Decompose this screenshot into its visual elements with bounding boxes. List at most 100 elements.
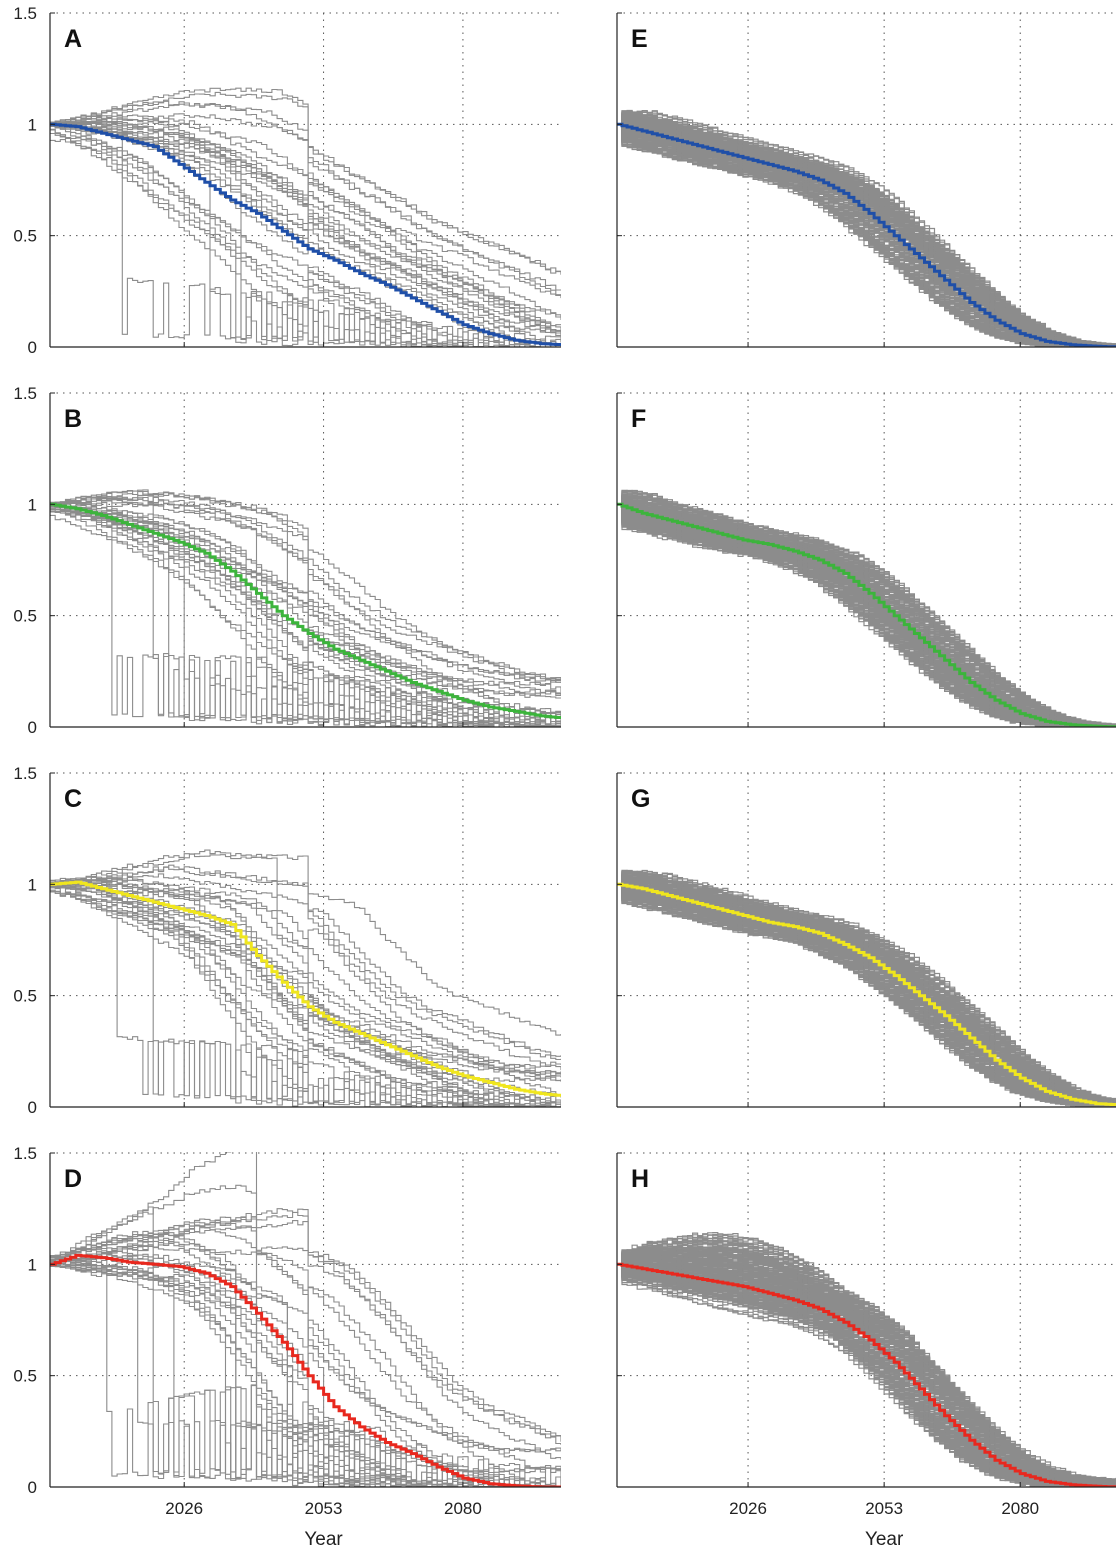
ensemble-run [50, 1256, 561, 1487]
ensemble-run [50, 884, 561, 1068]
ensemble-run [617, 489, 1116, 727]
mean-series-line [50, 122, 561, 346]
grid [617, 392, 1116, 727]
y-tick-label: 1.5 [13, 4, 37, 23]
y-tick-label: 0.5 [13, 607, 37, 626]
ensemble-run [50, 490, 561, 682]
ensemble-run [50, 504, 561, 727]
ensemble-run [50, 884, 561, 1107]
ensemble-run [617, 110, 1116, 347]
ensemble-run [50, 504, 561, 727]
ensemble-run [50, 501, 561, 727]
ensemble-run [50, 124, 561, 347]
ensemble-run [50, 884, 561, 1107]
ensemble-run [50, 1255, 561, 1487]
ensemble-run [50, 124, 561, 347]
ensemble-run [50, 504, 561, 727]
ensemble-run [50, 504, 561, 727]
panel-label: E [631, 25, 648, 53]
ensemble-run [617, 1254, 1116, 1487]
ensemble-run [617, 1260, 1116, 1487]
ensemble-run [50, 123, 561, 342]
ensemble-run [617, 1261, 1116, 1484]
panel-h: 2026 2053 2080 Year H [616, 1152, 1116, 1549]
x-axis-label: Year [865, 1529, 904, 1549]
panel-label: C [64, 785, 82, 813]
ensemble-run [50, 124, 561, 347]
ensemble-run [50, 864, 561, 1057]
ensemble-run [50, 849, 561, 1036]
ensemble-runs [617, 1232, 1116, 1487]
ensemble-run [50, 489, 561, 682]
ensemble-run [617, 1253, 1116, 1487]
ensemble-run [50, 1252, 561, 1473]
grid [617, 12, 1116, 347]
ensemble-runs [50, 1152, 561, 1487]
mean-series-line [50, 502, 561, 719]
y-tick-label: 1 [28, 1255, 37, 1274]
ensemble-run [50, 503, 561, 727]
mean-series-line [617, 502, 1116, 727]
panel-c: 0 0.5 1 1.5 C [13, 764, 561, 1117]
y-tick-label: 1.5 [13, 1144, 37, 1163]
ensemble-run [617, 1263, 1116, 1487]
ensemble-run [617, 1254, 1116, 1485]
ensemble-runs [617, 869, 1116, 1107]
y-tick-label: 1.5 [13, 764, 37, 783]
ensemble-run [50, 876, 561, 1082]
x-tick-label: 2080 [444, 1499, 482, 1518]
ensemble-run [50, 1222, 561, 1487]
ensemble-run [50, 492, 561, 727]
ensemble-run [50, 1208, 561, 1442]
panel-label: G [631, 785, 650, 813]
panel-g: G [616, 772, 1116, 1108]
mean-series-line [617, 882, 1116, 1106]
panel-f: F [616, 392, 1116, 728]
ensemble-run [50, 495, 561, 683]
ensemble-run [617, 493, 1116, 727]
ensemble-run [50, 122, 561, 347]
ensemble-run [50, 1256, 561, 1487]
ensemble-run [617, 1253, 1116, 1487]
ensemble-run [50, 122, 561, 347]
panel-label: F [631, 405, 646, 433]
ensemble-run [50, 496, 561, 693]
grid [50, 1152, 561, 1487]
ensemble-run [50, 884, 561, 1107]
ensemble-run [50, 1152, 561, 1460]
ensemble-run [50, 882, 561, 1107]
ensemble-run [617, 123, 1116, 347]
grid [50, 12, 561, 347]
ensemble-run [617, 1262, 1116, 1487]
panel-label: D [64, 1165, 82, 1193]
ensemble-run [50, 882, 561, 1107]
ensemble-run [50, 123, 561, 347]
ensemble-run [50, 1232, 561, 1486]
ensemble-run [50, 124, 561, 347]
ensemble-run [50, 103, 561, 291]
ensemble-run [617, 1263, 1116, 1485]
ensemble-run [617, 1263, 1116, 1487]
panel-label: B [64, 405, 82, 433]
ensemble-run [617, 122, 1116, 347]
ensemble-run [617, 1263, 1116, 1486]
ensemble-run [50, 882, 561, 1107]
ensemble-run [617, 1236, 1116, 1481]
y-tick-label: 1 [28, 495, 37, 514]
ensemble-runs [50, 87, 561, 347]
ensemble-runs [50, 849, 561, 1107]
ensemble-run [617, 883, 1116, 1107]
ensemble-run [617, 503, 1116, 727]
y-tick-label: 1 [28, 115, 37, 134]
ensemble-run [617, 1254, 1116, 1487]
ensemble-run [617, 1260, 1116, 1484]
y-tick-label: 0 [28, 1478, 37, 1497]
ensemble-run [50, 884, 561, 1107]
ensemble-run [617, 1263, 1116, 1485]
x-axis-label: Year [304, 1529, 343, 1549]
ensemble-run [50, 1254, 561, 1474]
ensemble-run [50, 878, 561, 1107]
ensemble-run [617, 123, 1116, 347]
ensemble-run [617, 491, 1116, 727]
